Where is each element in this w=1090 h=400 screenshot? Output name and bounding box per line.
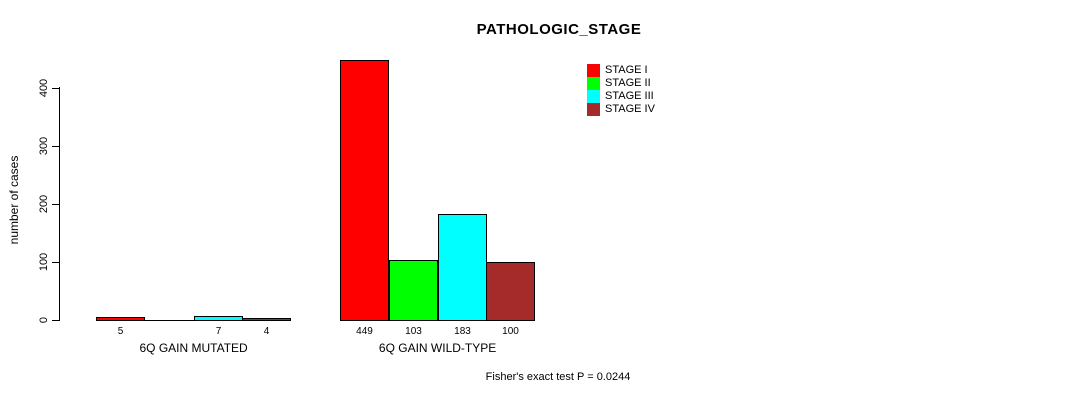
- bar-stage-iv: [486, 262, 535, 321]
- y-axis-tick-label: 400: [38, 78, 50, 98]
- bar-stage-ii-zero: [145, 320, 194, 321]
- legend-item-label: STAGE IV: [605, 103, 655, 115]
- y-axis-tick-label: 100: [38, 252, 50, 272]
- x-axis-group-label-6q-gain-mutated: 6Q GAIN MUTATED: [139, 341, 248, 355]
- chart-title: PATHOLOGIC_STAGE: [476, 21, 642, 38]
- legend-item-stage-iv: STAGE IV: [587, 103, 655, 116]
- y-axis-tick: [52, 320, 59, 321]
- legend-item-stage-iii: STAGE III: [587, 90, 655, 103]
- bar-value-label: 449: [356, 326, 373, 337]
- legend-item-label: STAGE II: [605, 77, 651, 89]
- bar-stage-i: [340, 60, 389, 321]
- legend-color-swatch: [587, 64, 600, 77]
- legend: STAGE I STAGE II STAGE III STAGE IV: [587, 64, 655, 116]
- legend-color-swatch: [587, 103, 600, 116]
- y-axis-tick-label: 300: [38, 136, 50, 156]
- bar-stage-iii: [194, 316, 243, 321]
- legend-item-label: STAGE III: [605, 90, 654, 102]
- bar-value-label: 7: [215, 326, 222, 337]
- legend-color-swatch: [587, 77, 600, 90]
- legend-item-stage-i: STAGE I: [587, 64, 655, 77]
- y-axis-tick: [52, 262, 59, 263]
- bar-stage-i: [96, 317, 145, 321]
- y-axis-tick: [52, 146, 59, 147]
- legend-item-stage-ii: STAGE II: [587, 77, 655, 90]
- bar-value-label: 4: [263, 326, 270, 337]
- annotation-text: Fisher's exact test P = 0.0244: [485, 371, 631, 383]
- y-axis-line: [59, 87, 60, 321]
- y-axis-label: number of cases: [7, 155, 21, 245]
- legend-color-swatch: [587, 90, 600, 103]
- y-axis-tick: [52, 88, 59, 89]
- y-axis-tick-label: 200: [38, 194, 50, 214]
- bar-value-label: 183: [454, 326, 471, 337]
- legend-item-label: STAGE I: [605, 64, 648, 76]
- bar-stage-ii: [389, 260, 438, 321]
- bar-stage-iv: [242, 318, 291, 321]
- y-axis-tick: [52, 204, 59, 205]
- bar-value-label: 103: [405, 326, 422, 337]
- y-axis-tick-label: 0: [38, 316, 50, 324]
- bar-value-label: 100: [502, 326, 519, 337]
- bar-value-label: 5: [117, 326, 124, 337]
- bar-stage-iii: [438, 214, 487, 321]
- x-axis-group-label-6q-gain-wild-type: 6Q GAIN WILD-TYPE: [378, 341, 497, 355]
